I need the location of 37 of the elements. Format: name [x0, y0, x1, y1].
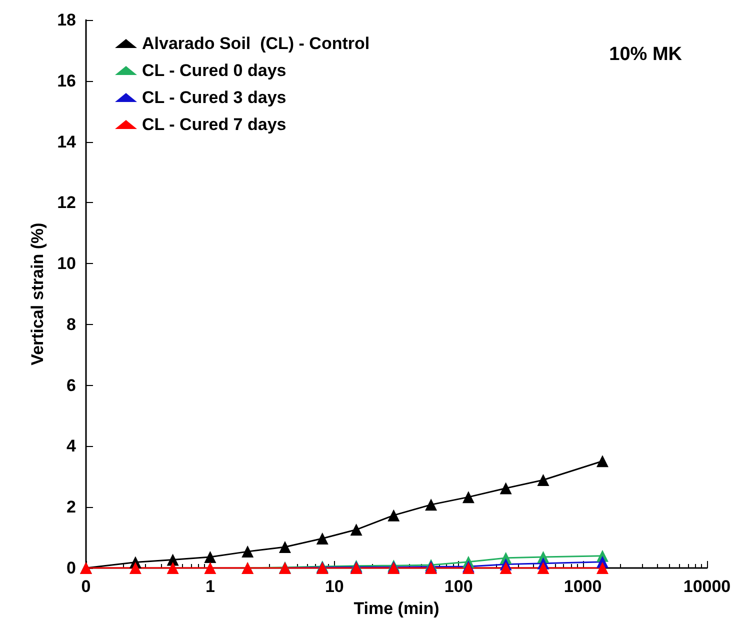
legend-label: CL - Cured 7 days: [142, 115, 286, 134]
point: [278, 540, 291, 553]
point: [500, 482, 512, 494]
x-tick-label: 1000: [564, 577, 602, 596]
legend-label: CL - Cured 3 days: [142, 88, 286, 107]
point: [129, 562, 142, 574]
y-tick-label: 2: [66, 498, 76, 517]
x-tick-label: 10000: [683, 577, 731, 596]
y-tick-label: 14: [57, 132, 77, 152]
x-tick-label: 10: [324, 577, 344, 596]
point: [204, 562, 216, 574]
point: [388, 509, 400, 522]
point: [204, 551, 216, 564]
y-tick-label: 8: [66, 314, 76, 334]
y-tick-label: 6: [66, 376, 76, 395]
point: [462, 491, 474, 504]
point: [537, 562, 550, 574]
point: [350, 524, 362, 536]
y-tick-label: 10: [57, 254, 76, 274]
legend-label: CL - Cured 0 days: [142, 61, 286, 80]
annotation: 10% MK: [609, 44, 682, 65]
x-tick-label: 100: [444, 577, 473, 596]
x-axis-title: Time (min): [354, 598, 440, 618]
point: [166, 562, 179, 574]
point: [537, 474, 550, 486]
y-tick-label: 4: [66, 436, 77, 456]
y-tick-label: 18: [57, 10, 76, 30]
x-tick-label: 0: [81, 577, 91, 596]
point: [242, 546, 254, 558]
y-tick-label: 0: [66, 558, 76, 578]
x-tick-label: 1: [205, 577, 215, 596]
legend-label: Alvarado Soil (CL) - Control: [142, 34, 370, 53]
y-tick-label: 12: [57, 193, 76, 212]
y-tick-label: 16: [57, 71, 76, 90]
y-axis-title: Vertical strain (%): [28, 222, 47, 366]
point: [425, 498, 438, 511]
point: [500, 562, 512, 574]
